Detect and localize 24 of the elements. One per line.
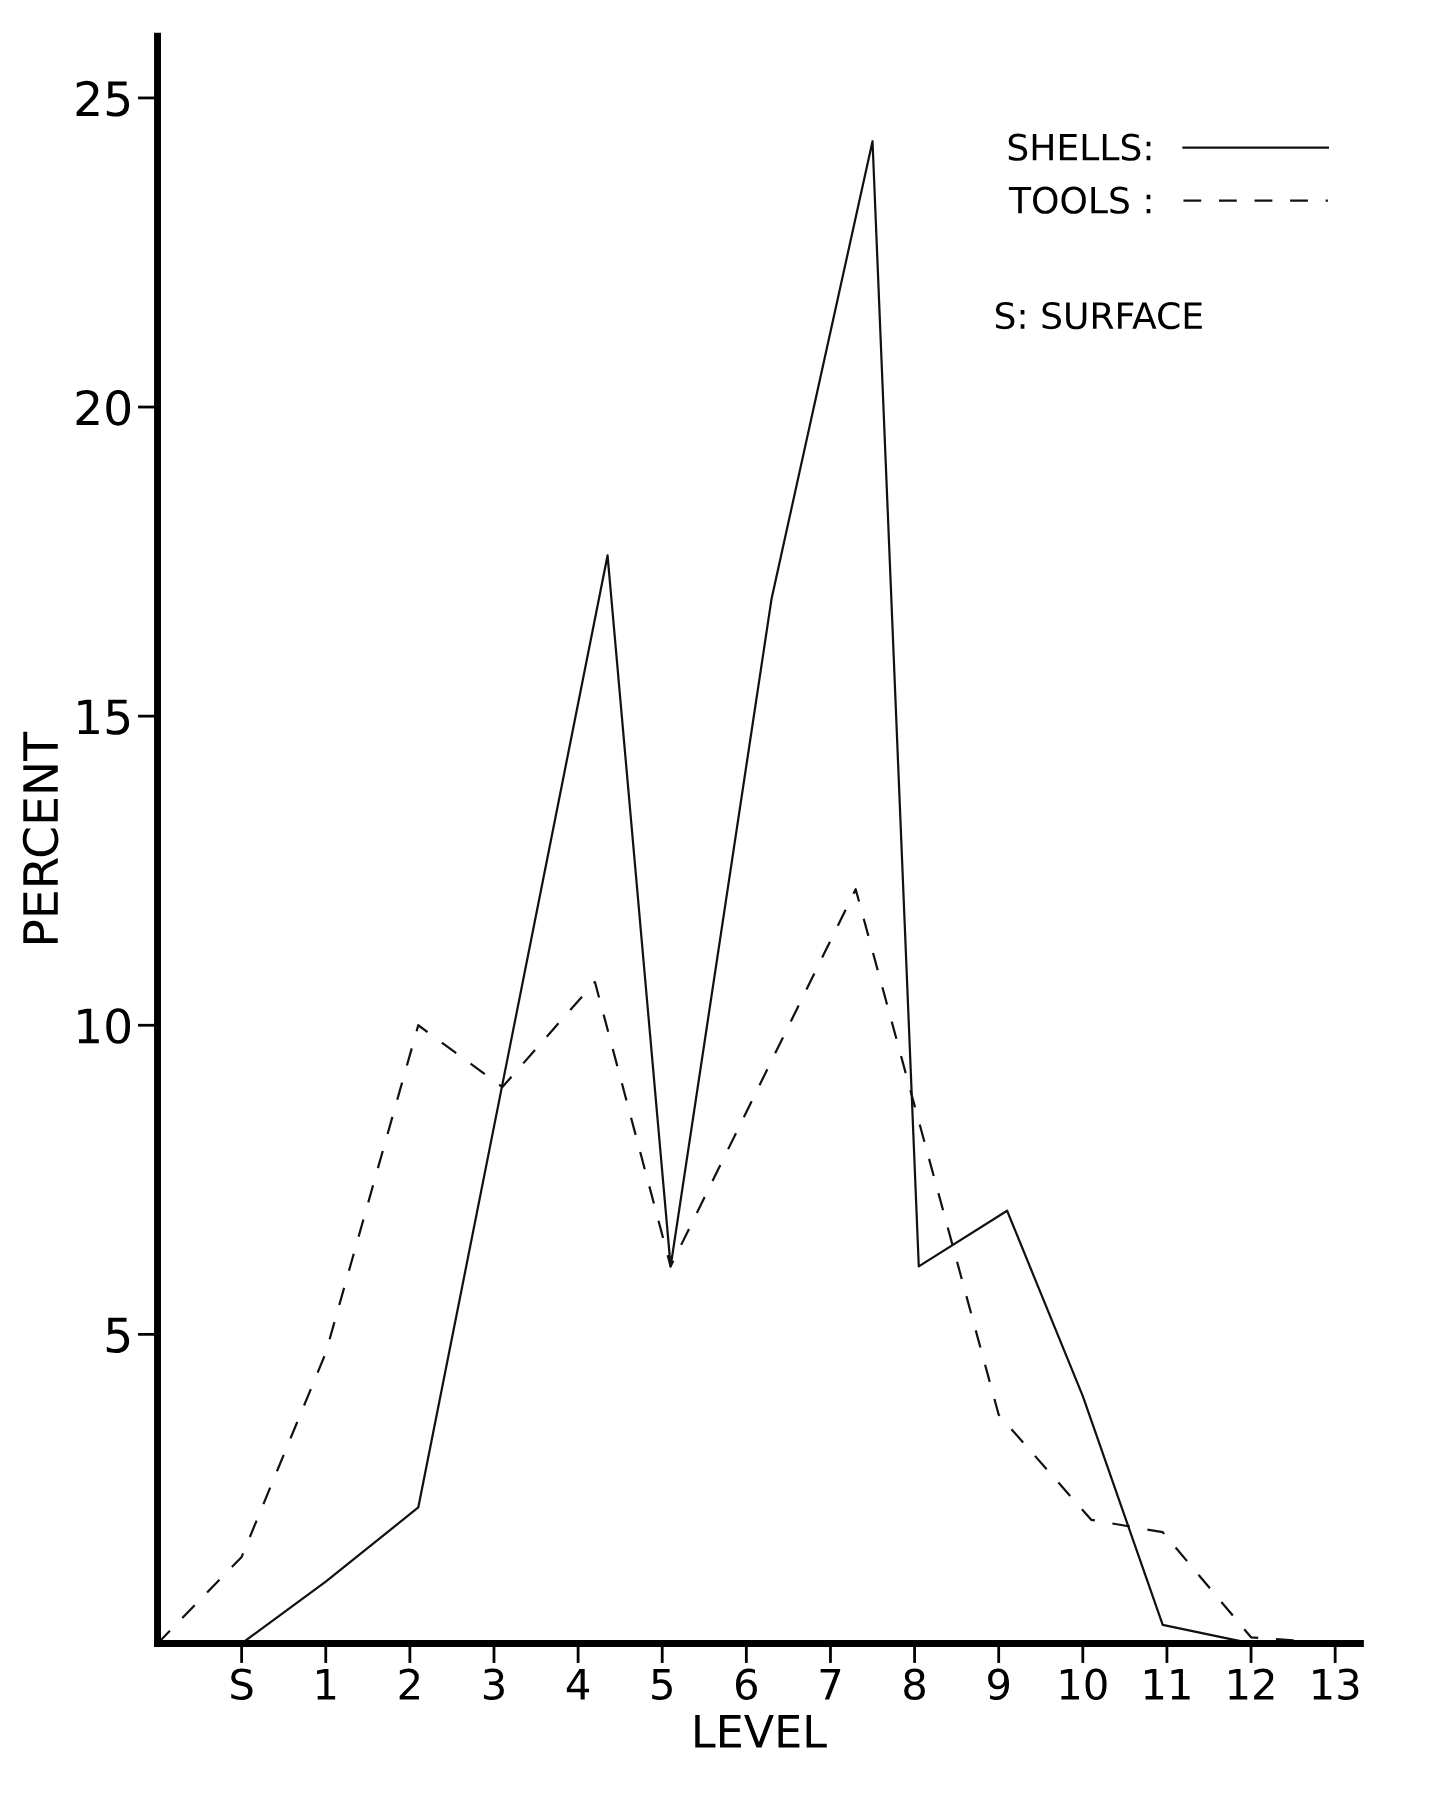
x-tick-label: 3 xyxy=(483,1668,504,1701)
x-tick-label: S xyxy=(231,1668,253,1701)
x-tick-label: 4 xyxy=(566,1669,590,1700)
annotation: S: SURFACE xyxy=(995,301,1202,330)
x-tick-label: 8 xyxy=(904,1668,925,1701)
x-tick-label: 9 xyxy=(988,1668,1010,1701)
y-axis-title: PERCENT xyxy=(22,731,59,944)
y-tick-label: 25 xyxy=(76,80,130,117)
x-tick-label: 6 xyxy=(736,1668,757,1701)
x-tick-label: 12 xyxy=(1229,1668,1274,1700)
y-tick-label: 5 xyxy=(106,1317,130,1353)
y-tick-label: 20 xyxy=(76,389,131,426)
x-tick-label: 2 xyxy=(399,1668,419,1700)
legend-label: TOOLS : xyxy=(1008,186,1151,214)
x-tick-label: 11 xyxy=(1145,1669,1190,1700)
x-tick-label: 1 xyxy=(317,1669,336,1700)
x-tick-label: 10 xyxy=(1060,1668,1107,1701)
legend-label: SHELLS: xyxy=(1008,133,1151,161)
x-axis-title: LEVEL xyxy=(695,1715,827,1748)
x-tick-label: 7 xyxy=(820,1669,841,1700)
y-tick-label: 10 xyxy=(78,1008,131,1044)
x-tick-label: 13 xyxy=(1313,1668,1359,1701)
y-tick-label: 15 xyxy=(78,699,130,735)
x-tick-label: 5 xyxy=(652,1669,672,1701)
